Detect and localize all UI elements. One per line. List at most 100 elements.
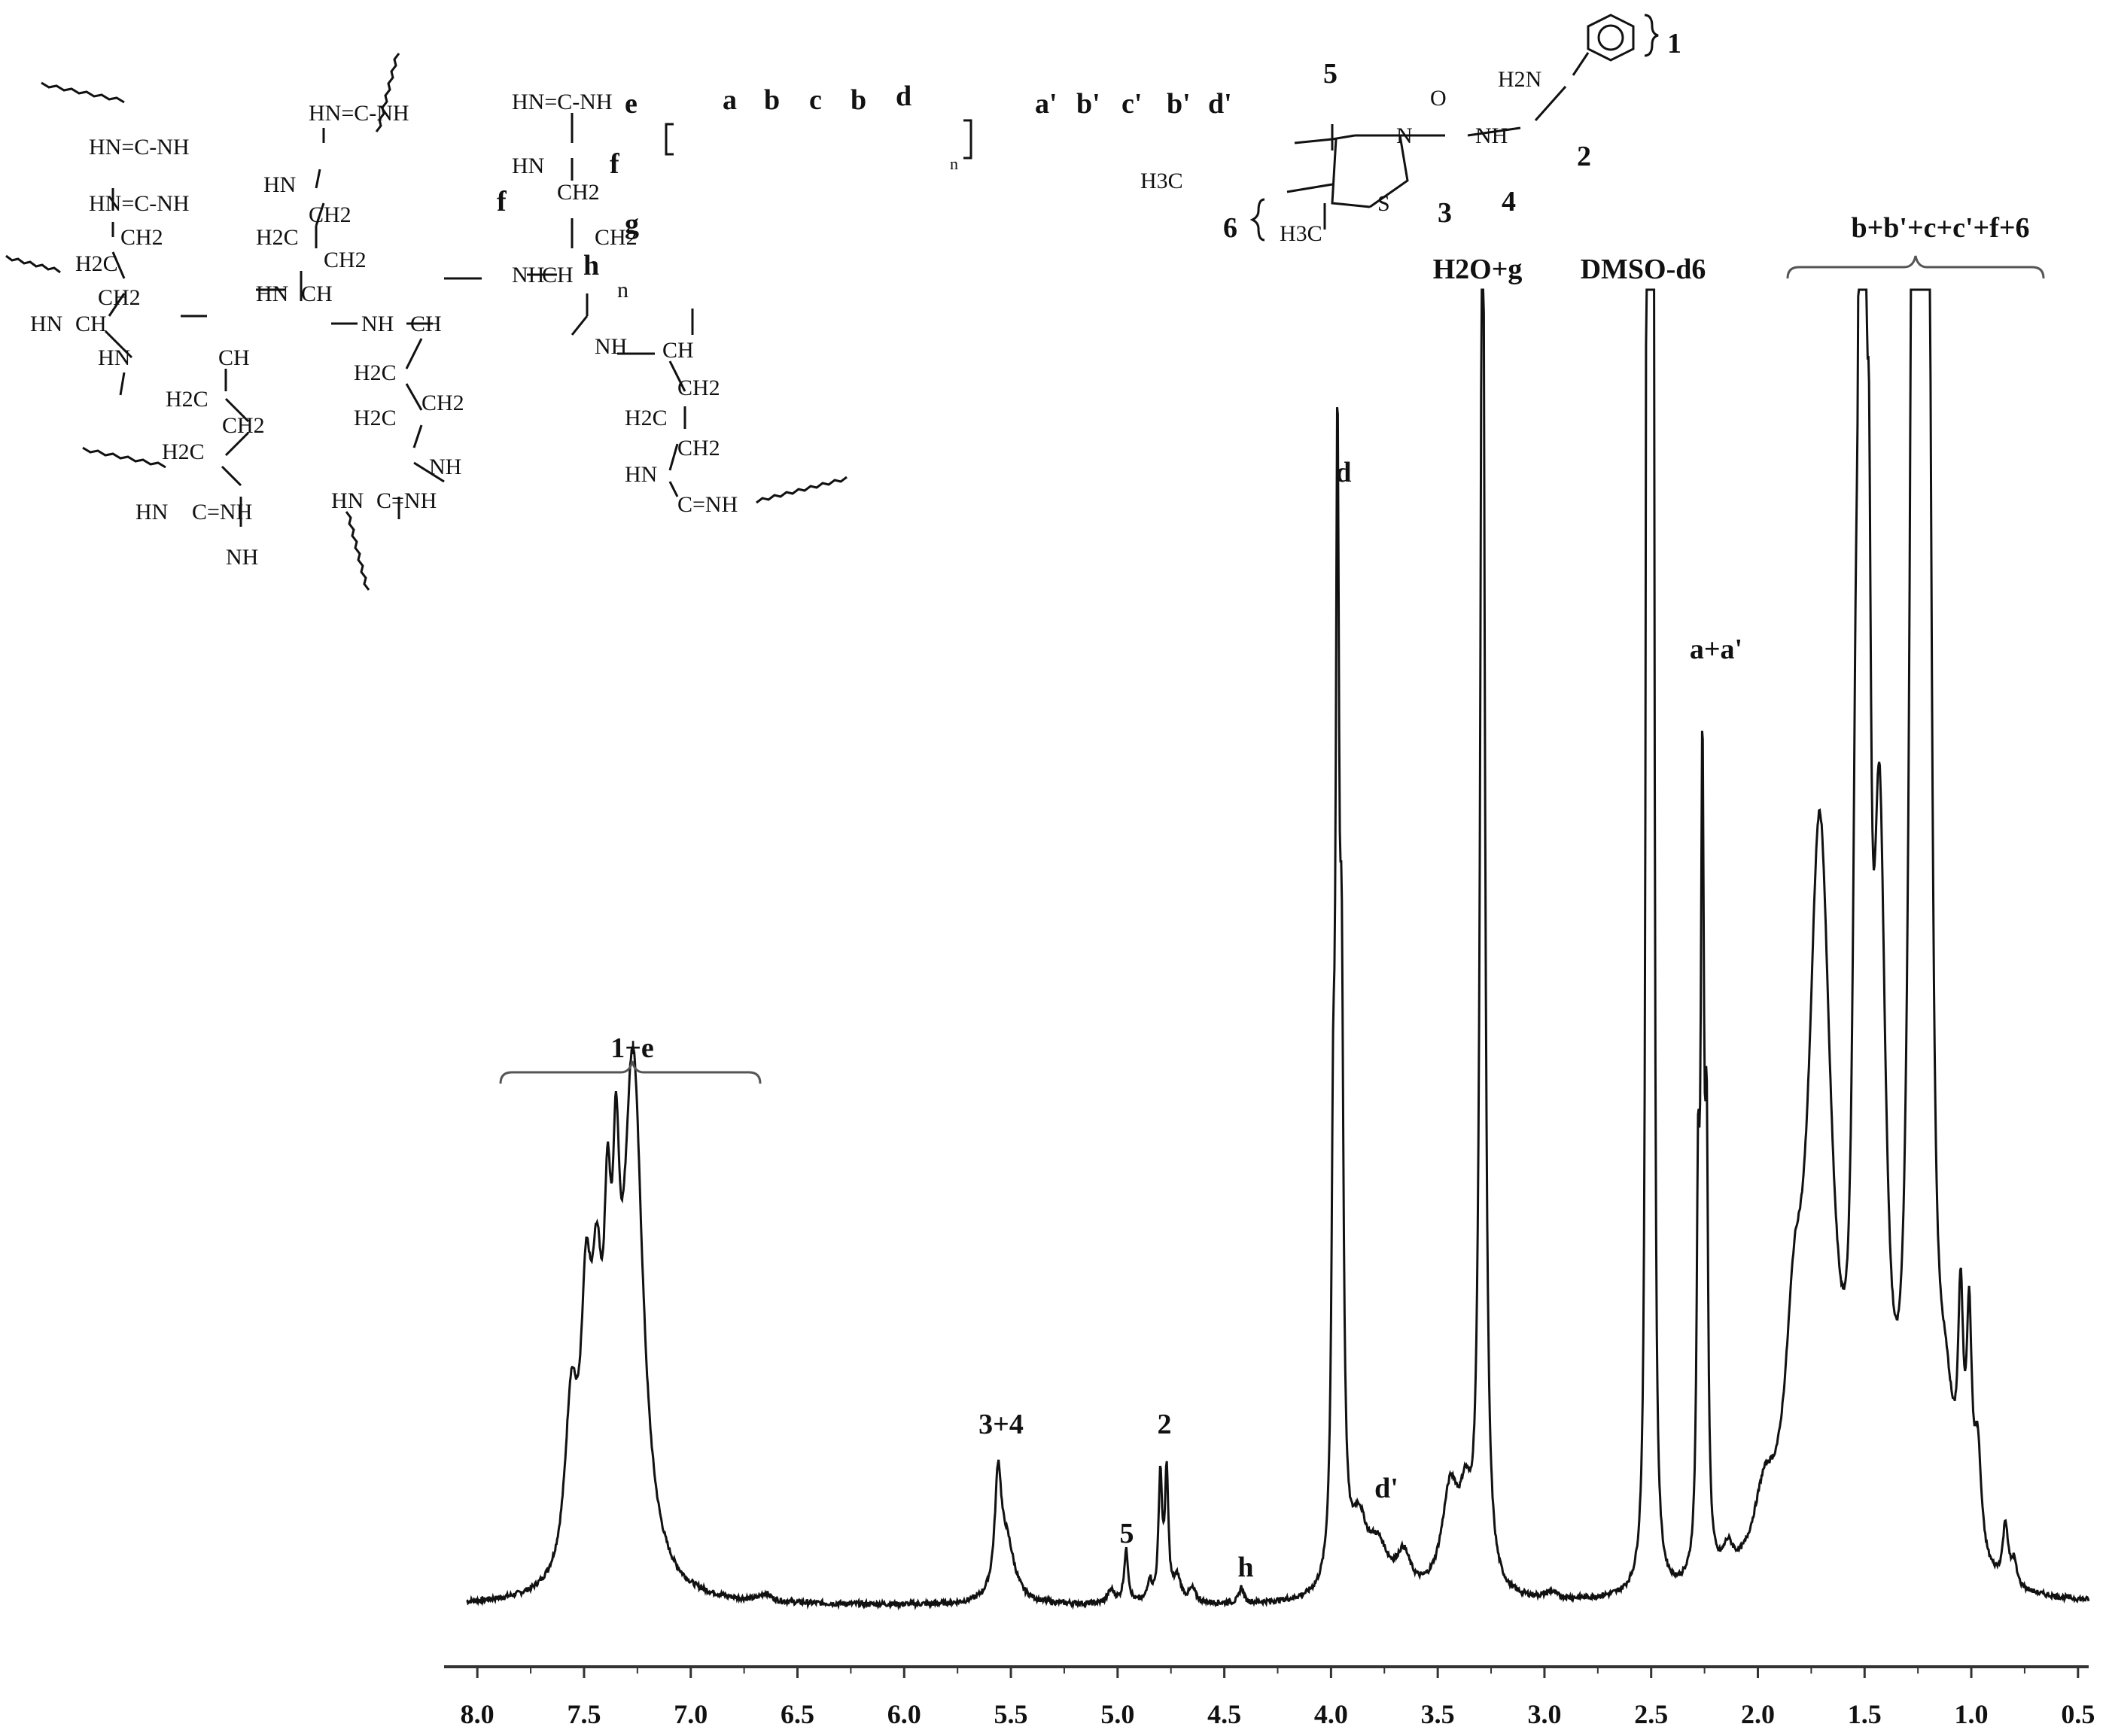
- struct-text: CH: [542, 263, 574, 287]
- struct-text: CH2: [222, 413, 265, 438]
- benzene-ring-center: [1597, 24, 1624, 51]
- struct-text: O: [1430, 86, 1447, 111]
- wavy-bond-1: [41, 81, 125, 104]
- struct-text: CH: [75, 312, 107, 336]
- struct-text: CH2: [120, 225, 163, 250]
- marker-e: e: [625, 88, 638, 120]
- peak-label-water: H2O+g: [1433, 254, 1523, 285]
- beta-lactam-ring: [1355, 134, 1409, 208]
- struct-text: HN: [135, 500, 168, 524]
- spectrum-line: [466, 288, 2090, 1611]
- struct-text: CH2: [595, 225, 638, 250]
- struct-text: n: [617, 278, 628, 303]
- marker-b-prime: b': [1076, 88, 1100, 120]
- marker-h: h: [583, 250, 599, 281]
- structure-markers: 1 2 3 4 5 6 a b c b d a' b' c' b' d' e f…: [497, 28, 1681, 281]
- struct-text: CH2: [677, 375, 720, 400]
- struct-text: C=NH: [677, 492, 738, 517]
- marker-f: f: [610, 148, 620, 180]
- bond: [108, 293, 126, 317]
- struct-text: H3C: [1140, 169, 1183, 193]
- bracket-left: [665, 123, 674, 156]
- bond: [1467, 126, 1521, 137]
- x-tick-label: 6.0: [887, 1699, 921, 1729]
- bond: [111, 251, 126, 279]
- marker-f: f: [497, 186, 507, 217]
- bond: [119, 372, 126, 396]
- struct-text: NH: [361, 312, 394, 336]
- x-tick-label: 2.0: [1741, 1699, 1775, 1729]
- struct-text: H3C: [1280, 221, 1322, 246]
- struct-text: HN=C-NH: [309, 101, 409, 126]
- peak-label-dmso: DMSO-d6: [1581, 254, 1706, 285]
- bond: [1286, 183, 1333, 193]
- bond: [405, 383, 423, 411]
- struct-text: C=NH: [192, 500, 252, 524]
- bond: [668, 443, 679, 471]
- peak-label-aa: a+a': [1690, 634, 1742, 665]
- marker-g: g: [625, 208, 639, 240]
- struct-text: H2C: [162, 439, 205, 464]
- struct-text: CH: [218, 345, 250, 370]
- bond: [413, 461, 445, 483]
- bond: [412, 424, 423, 448]
- x-tick-label: 4.0: [1314, 1699, 1348, 1729]
- peak-label-1e: 1+e: [610, 1032, 654, 1064]
- struct-text: HN: [625, 462, 657, 487]
- structure-labels: HN=C-NH HN=C-NH CH2 H2C CH2 HN CH HN CH …: [30, 67, 1541, 570]
- marker-b: b: [764, 84, 780, 116]
- bond: [221, 465, 242, 487]
- struct-text: CH: [410, 312, 442, 336]
- x-tick-label: 3.5: [1421, 1699, 1455, 1729]
- struct-text: HN: [30, 312, 62, 336]
- x-tick-label: 1.5: [1848, 1699, 1882, 1729]
- x-tick-label: 7.5: [567, 1699, 601, 1729]
- wavy-bond-4: [82, 446, 166, 469]
- bond: [1294, 138, 1333, 144]
- x-tick-label: 4.5: [1207, 1699, 1241, 1729]
- struct-text: NH: [1475, 123, 1508, 148]
- bond: [1331, 134, 1356, 141]
- struct-text: H2C: [256, 225, 299, 250]
- bracket-1e: [499, 1060, 762, 1084]
- struct-text: CH2: [421, 391, 464, 415]
- x-tick-label: 8.0: [461, 1699, 495, 1729]
- x-tick-label: 3.0: [1527, 1699, 1561, 1729]
- marker-b-prime: b': [1167, 88, 1191, 120]
- thiazolidine-ring: [1331, 138, 1371, 208]
- struct-text: CH2: [309, 202, 352, 227]
- struct-text: S: [1377, 191, 1390, 216]
- marker-2: 2: [1577, 141, 1591, 172]
- struct-text: HN: [263, 172, 296, 197]
- struct-text: HN: [331, 488, 364, 513]
- brace-1: [1644, 14, 1659, 57]
- struct-text: CH: [301, 281, 333, 306]
- wavy-bond-5: [345, 511, 370, 591]
- struct-text: HN: [98, 345, 130, 370]
- x-tick-label: 5.0: [1100, 1699, 1134, 1729]
- struct-text: HN=C-NH: [89, 135, 190, 160]
- x-axis: 8.0 7.5 7.0 6.5 6.0 5.5 5.0 4.5 4.0 3.5 3.0 2.5 2.0 1…: [444, 1665, 2095, 1729]
- x-axis-ticks: 8.0 7.5 7.0 6.5 6.0 5.5 5.0 4.5 4.0 3.5 3.0 2.5 2.0 1…: [461, 1667, 2095, 1729]
- wavy-bond-6: [756, 476, 848, 504]
- struct-text: H2C: [354, 406, 397, 430]
- bond: [1534, 86, 1567, 121]
- marker-3: 3: [1438, 197, 1452, 229]
- wavy-bond-2: [375, 53, 400, 132]
- x-tick-label: 0.5: [2061, 1699, 2095, 1729]
- chemical-structure: [5, 14, 1659, 591]
- peak-labels: 1+e 3+4 5 2 h d d' H2O+g DMSO-d6 a+a' b+…: [499, 212, 2045, 1583]
- struct-text: H2N: [1498, 67, 1541, 92]
- benzene-ring: [1587, 14, 1635, 62]
- bracket-right: [963, 119, 972, 160]
- struct-text: HN: [512, 154, 544, 178]
- peak-label-h: h: [1237, 1552, 1253, 1583]
- bond: [104, 330, 133, 359]
- marker-1: 1: [1667, 28, 1681, 59]
- struct-text: C=NH: [376, 488, 437, 513]
- peak-label-5: 5: [1120, 1518, 1134, 1549]
- struct-text: NH: [429, 455, 461, 479]
- bond: [224, 431, 250, 457]
- struct-text: HN=C-NH: [512, 90, 613, 114]
